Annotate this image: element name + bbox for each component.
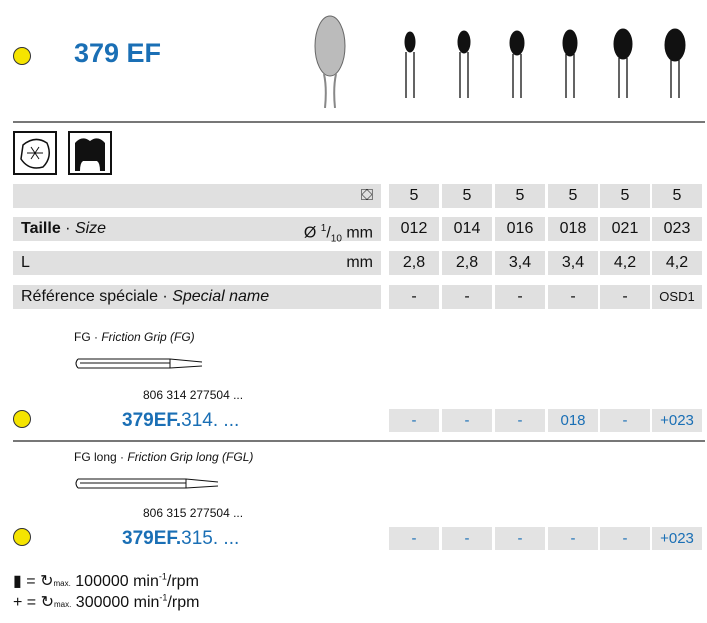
size-unit: Ø 1/10 mm: [303, 223, 373, 245]
availability-cell[interactable]: +023: [652, 409, 702, 432]
header-divider: [13, 121, 705, 123]
legend-fg-speed: ▮ = ↻max. 100000 min-1/rpm: [13, 571, 199, 590]
pack_qty-cell: 5: [548, 184, 598, 208]
size-label: Taille: [21, 220, 61, 237]
pack_qty-cell: 5: [495, 184, 545, 208]
unit: mm: [346, 224, 373, 242]
color-code-dot: [13, 410, 31, 428]
pack_qty-cell: 5: [600, 184, 650, 208]
lengths-cell: 3,4: [495, 251, 545, 275]
special-cell: -: [548, 285, 598, 309]
shank-fgl-label: FG long · Friction Grip long (FGL): [74, 450, 254, 464]
special-row-label: Référence spéciale · Special name: [13, 285, 381, 309]
bur-size-drawings: [404, 28, 686, 98]
sizes-cell: 012: [389, 217, 439, 241]
availability-cell[interactable]: -: [389, 527, 439, 550]
diameter-symbol: Ø: [303, 224, 317, 242]
frac-num: 1: [320, 223, 327, 234]
fgl-code: 806 315 277504 ...: [143, 506, 244, 520]
pack_qty-cell: 5: [652, 184, 702, 208]
availability-cell[interactable]: -: [442, 527, 492, 550]
lengths-cell: 2,8: [389, 251, 439, 275]
size-row-label: Taille · Size Ø 1/10 mm: [13, 217, 381, 245]
special-cell: OSD1: [652, 285, 702, 309]
sizes-cell: 016: [495, 217, 545, 241]
rotation-icon: ↻: [40, 594, 54, 611]
sep: ·: [60, 220, 75, 237]
product-title: 379 EF: [74, 38, 162, 68]
availability-cell[interactable]: -: [442, 409, 492, 432]
rotation-icon: ↻: [40, 573, 54, 590]
sizes-cell: 018: [548, 217, 598, 241]
special-cell: -: [495, 285, 545, 309]
fgl-shank-drawing: [75, 478, 219, 489]
pack_qty-cell: 5: [442, 184, 492, 208]
fgl-order-number: 379EF.315. ...: [122, 528, 240, 549]
availability-cell[interactable]: -: [600, 409, 650, 432]
lengths-cell: 4,2: [652, 251, 702, 275]
special-label-en: Special name: [172, 288, 270, 305]
sep: ·: [157, 288, 173, 305]
length-unit: mm: [346, 254, 373, 271]
special-label: Référence spéciale: [21, 288, 158, 305]
color-code-dot: [13, 47, 31, 65]
frac-den: 10: [330, 233, 342, 245]
lengths-cell: 3,4: [548, 251, 598, 275]
length-label: L: [21, 254, 30, 271]
special-cell: -: [600, 285, 650, 309]
lengths-cell: 4,2: [600, 251, 650, 275]
sizes-cell: 021: [600, 217, 650, 241]
shank-fg-label: FG · Friction Grip (FG): [74, 330, 195, 344]
section-divider: [13, 440, 705, 442]
availability-cell[interactable]: -: [495, 409, 545, 432]
fg-code: 806 314 277504 ...: [143, 388, 244, 402]
availability-cell[interactable]: +023: [652, 527, 702, 550]
sizes-cell: 023: [652, 217, 702, 241]
availability-cell[interactable]: -: [495, 527, 545, 550]
fg-order-number: 379EF.314. ...: [122, 410, 240, 431]
pack_qty-cell: 5: [389, 184, 439, 208]
availability-cell[interactable]: 018: [548, 409, 598, 432]
special-cell: -: [389, 285, 439, 309]
availability-cell[interactable]: -: [600, 527, 650, 550]
lengths-cell: 2,8: [442, 251, 492, 275]
size-label-en: Size: [74, 220, 107, 237]
crown-prep-icon: [68, 131, 112, 175]
bur-head-image: [314, 15, 346, 108]
package-icon: ⛋: [360, 187, 373, 204]
availability-cell[interactable]: -: [548, 527, 598, 550]
availability-cell[interactable]: -: [389, 409, 439, 432]
length-row-label: L mm: [13, 251, 381, 275]
fg-shank-drawing: [75, 358, 203, 369]
special-cell: -: [442, 285, 492, 309]
legend-fgl-speed: + = ↻max. 300000 min-1/rpm: [13, 592, 200, 611]
color-code-dot: [13, 528, 31, 546]
cavity-prep-icon: [13, 131, 57, 175]
sizes-cell: 014: [442, 217, 492, 241]
pack-row-label: ⛋: [13, 184, 381, 208]
